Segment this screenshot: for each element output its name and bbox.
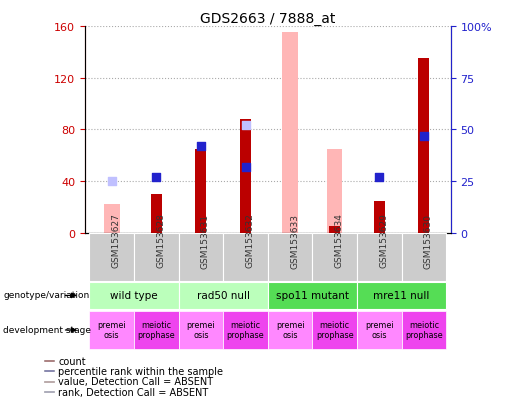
Text: meiotic
prophase: meiotic prophase bbox=[138, 320, 175, 339]
Point bbox=[375, 174, 383, 181]
Bar bbox=[402, 233, 446, 281]
Bar bbox=[90, 311, 134, 349]
Text: GSM153634: GSM153634 bbox=[335, 213, 344, 268]
Text: spo11 mutant: spo11 mutant bbox=[276, 290, 349, 300]
Text: premei
osis: premei osis bbox=[97, 320, 126, 339]
Bar bbox=[268, 233, 313, 281]
Bar bbox=[104, 205, 119, 233]
Bar bbox=[268, 282, 357, 309]
Text: count: count bbox=[58, 356, 86, 366]
Text: value, Detection Call = ABSENT: value, Detection Call = ABSENT bbox=[58, 376, 213, 386]
Bar bbox=[357, 233, 402, 281]
Bar bbox=[402, 311, 446, 349]
Text: meiotic
prophase: meiotic prophase bbox=[316, 320, 353, 339]
Text: premei
osis: premei osis bbox=[276, 320, 304, 339]
Text: GSM153627: GSM153627 bbox=[112, 213, 121, 268]
Title: GDS2663 / 7888_at: GDS2663 / 7888_at bbox=[200, 12, 335, 26]
Bar bbox=[179, 282, 268, 309]
Bar bbox=[268, 311, 313, 349]
Bar bbox=[179, 233, 223, 281]
Bar bbox=[374, 201, 385, 233]
Point bbox=[420, 133, 428, 140]
Text: GSM153633: GSM153633 bbox=[290, 213, 299, 268]
Bar bbox=[134, 311, 179, 349]
Text: GSM153632: GSM153632 bbox=[246, 213, 254, 268]
Bar bbox=[195, 150, 207, 233]
Text: GSM153629: GSM153629 bbox=[379, 213, 388, 268]
Bar bbox=[44, 391, 55, 392]
Bar bbox=[313, 233, 357, 281]
Text: wild type: wild type bbox=[110, 290, 158, 300]
Bar bbox=[240, 120, 251, 233]
Text: mre11 null: mre11 null bbox=[373, 290, 430, 300]
Point bbox=[108, 178, 116, 185]
Text: meiotic
prophase: meiotic prophase bbox=[227, 320, 264, 339]
Bar bbox=[357, 282, 446, 309]
Bar bbox=[418, 59, 430, 233]
Bar bbox=[357, 311, 402, 349]
Text: GSM153631: GSM153631 bbox=[201, 213, 210, 268]
Bar bbox=[134, 233, 179, 281]
Bar bbox=[313, 311, 357, 349]
Text: rad50 null: rad50 null bbox=[197, 290, 250, 300]
Text: GSM153628: GSM153628 bbox=[157, 213, 165, 268]
Text: premei
osis: premei osis bbox=[186, 320, 215, 339]
Text: development stage: development stage bbox=[3, 325, 91, 334]
Text: premei
osis: premei osis bbox=[365, 320, 393, 339]
Text: genotype/variation: genotype/variation bbox=[3, 291, 90, 299]
Bar bbox=[223, 233, 268, 281]
Bar bbox=[90, 233, 134, 281]
Text: meiotic
prophase: meiotic prophase bbox=[405, 320, 443, 339]
Text: GSM153630: GSM153630 bbox=[424, 213, 433, 268]
Bar bbox=[327, 150, 342, 233]
Bar bbox=[223, 311, 268, 349]
Bar bbox=[44, 360, 55, 361]
Bar bbox=[282, 33, 298, 233]
Bar bbox=[329, 227, 340, 233]
Point bbox=[242, 123, 250, 129]
Text: rank, Detection Call = ABSENT: rank, Detection Call = ABSENT bbox=[58, 387, 209, 396]
Point bbox=[242, 164, 250, 171]
Bar bbox=[179, 311, 223, 349]
Text: percentile rank within the sample: percentile rank within the sample bbox=[58, 366, 223, 376]
Bar bbox=[44, 370, 55, 371]
Point bbox=[197, 143, 205, 150]
Point bbox=[152, 174, 161, 181]
Bar bbox=[151, 195, 162, 233]
Bar bbox=[90, 282, 179, 309]
Bar bbox=[44, 381, 55, 382]
